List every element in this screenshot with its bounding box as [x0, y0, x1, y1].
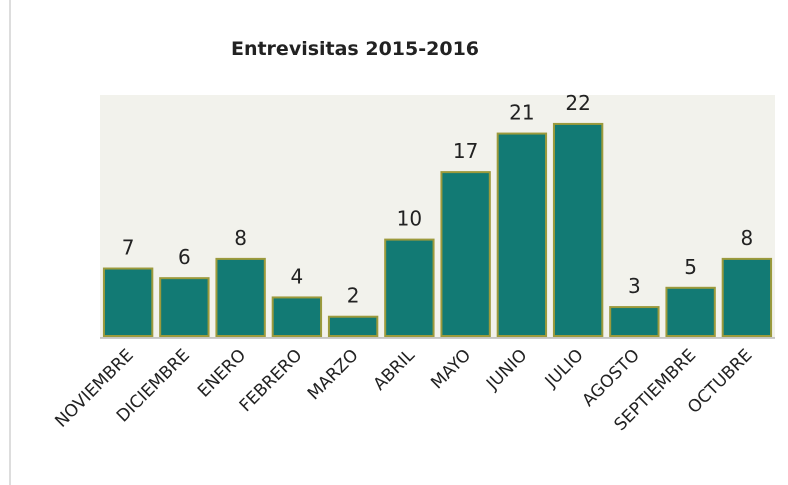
value-label: 3	[628, 274, 641, 298]
bar	[215, 257, 266, 338]
x-tick-label: ENERO	[194, 345, 250, 401]
plot-area	[100, 95, 775, 338]
bar	[721, 257, 773, 338]
value-label: 5	[684, 255, 697, 279]
bar	[440, 171, 491, 337]
value-label: 22	[565, 91, 590, 115]
bar	[609, 306, 660, 337]
value-label: 21	[509, 101, 534, 125]
x-tick-label: JUNIO	[482, 345, 531, 394]
value-label: 17	[453, 139, 478, 163]
value-label: 2	[347, 284, 360, 308]
x-tick-label: JULIO	[541, 345, 588, 392]
bar	[665, 286, 716, 337]
x-tick-label: MARZO	[304, 345, 363, 404]
chart-title: Entrevisitas 2015-2016	[231, 38, 479, 60]
value-label: 8	[741, 226, 754, 250]
x-tick-label: MAYO	[427, 345, 475, 393]
bar	[384, 238, 435, 338]
bar	[552, 122, 604, 337]
value-label: 10	[397, 207, 422, 231]
bar	[159, 277, 210, 338]
bar	[496, 132, 548, 337]
bar	[102, 267, 154, 337]
value-label: 8	[234, 226, 247, 250]
bar	[327, 315, 379, 338]
value-label: 7	[122, 236, 135, 260]
x-tick-label: ABRIL	[370, 345, 420, 395]
value-label: 4	[291, 264, 304, 288]
bar	[271, 296, 323, 338]
value-label: 6	[178, 245, 191, 269]
